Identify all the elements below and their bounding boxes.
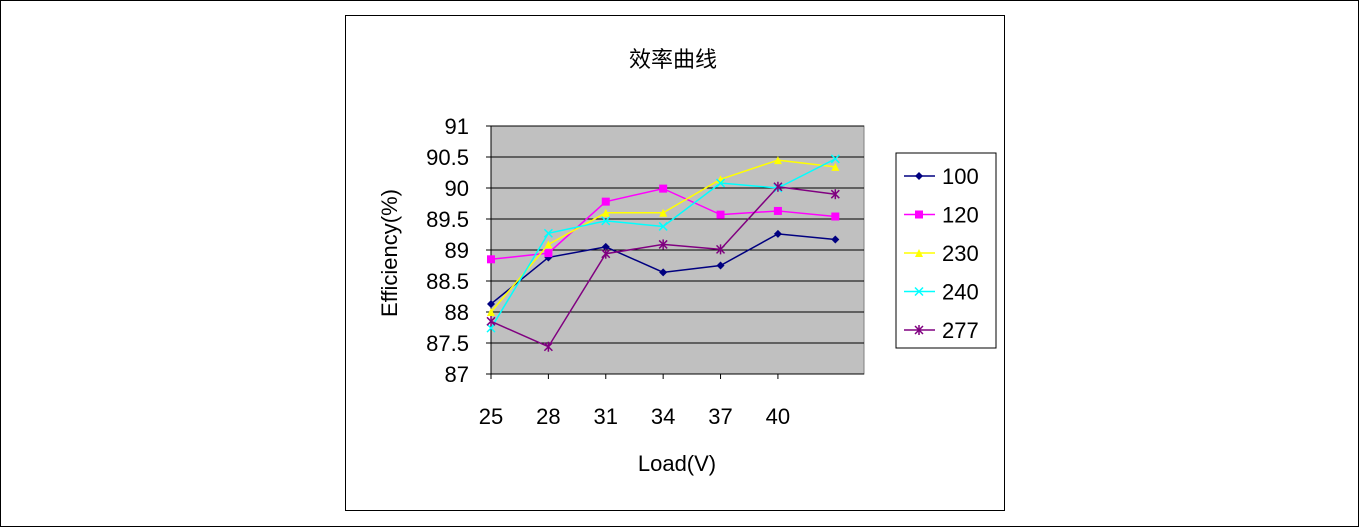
data-point bbox=[716, 178, 726, 188]
data-point bbox=[601, 248, 611, 259]
legend-label: 230 bbox=[942, 241, 979, 266]
y-tick-label: 88 bbox=[445, 300, 469, 325]
legend-marker bbox=[914, 286, 924, 297]
data-point bbox=[658, 221, 668, 231]
legend-label: 277 bbox=[942, 318, 979, 343]
legend: 100 120 230 240 277 bbox=[895, 152, 997, 349]
y-axis-label: Efficiency(%) bbox=[377, 189, 402, 317]
y-tick-label: 88.5 bbox=[426, 269, 469, 294]
series-100 bbox=[487, 229, 840, 308]
x-axis-label: Load(V) bbox=[638, 451, 716, 476]
y-tick-label: 89.5 bbox=[426, 207, 469, 232]
legend-item-100: 100 bbox=[904, 164, 979, 189]
data-point bbox=[486, 323, 496, 333]
data-point bbox=[487, 308, 495, 316]
data-point bbox=[773, 206, 782, 215]
data-point bbox=[544, 249, 553, 258]
data-point bbox=[659, 268, 668, 277]
x-tick-label: 28 bbox=[536, 404, 560, 429]
data-point bbox=[487, 255, 495, 264]
x-tick-label: 34 bbox=[651, 404, 675, 429]
data-point bbox=[831, 212, 840, 221]
data-point bbox=[543, 228, 553, 238]
data-point bbox=[601, 208, 610, 217]
series-277 bbox=[486, 181, 840, 352]
y-tick-label: 89 bbox=[445, 238, 469, 263]
legend-item-240: 240 bbox=[904, 280, 979, 305]
data-point bbox=[486, 316, 496, 327]
x-axis-ticks: 25 28 31 34 37 40 bbox=[479, 373, 864, 429]
y-tick-label: 91 bbox=[445, 114, 469, 139]
data-point bbox=[544, 240, 553, 249]
data-point bbox=[830, 154, 840, 164]
x-tick-label: 25 bbox=[479, 404, 503, 429]
data-point bbox=[659, 184, 668, 193]
series-120 bbox=[487, 184, 840, 264]
data-point bbox=[601, 216, 611, 226]
data-point bbox=[659, 208, 668, 217]
legend-box bbox=[895, 152, 997, 349]
series-group bbox=[486, 154, 840, 352]
data-point bbox=[716, 261, 725, 270]
legend-label: 240 bbox=[942, 280, 979, 305]
data-point bbox=[773, 156, 782, 165]
y-axis-ticks: 91 90.5 90 89.5 89 88.5 88 87.5 87 bbox=[426, 114, 492, 387]
x-tick-label: 40 bbox=[766, 404, 790, 429]
x-tick-label: 37 bbox=[708, 404, 732, 429]
legend-item-230: 230 bbox=[904, 241, 979, 266]
data-point bbox=[658, 239, 668, 250]
legend-marker bbox=[914, 325, 924, 335]
data-point bbox=[543, 341, 553, 352]
data-point bbox=[831, 235, 840, 244]
y-tick-label: 87.5 bbox=[426, 331, 469, 356]
legend-item-277: 277 bbox=[904, 318, 979, 343]
y-tick-label: 90 bbox=[445, 176, 469, 201]
data-point bbox=[716, 210, 725, 219]
data-point bbox=[601, 242, 610, 251]
y-tick-label: 90.5 bbox=[426, 145, 469, 170]
legend-marker bbox=[915, 172, 923, 180]
legend-marker bbox=[915, 249, 923, 257]
data-point bbox=[601, 197, 610, 206]
legend-marker bbox=[915, 210, 923, 219]
x-tick-label: 31 bbox=[594, 404, 618, 429]
data-point bbox=[487, 299, 495, 308]
y-tick-label: 87 bbox=[445, 362, 469, 387]
data-point bbox=[773, 181, 783, 192]
chart-title: 效率曲线 bbox=[629, 48, 717, 73]
data-point bbox=[830, 189, 840, 200]
data-point bbox=[773, 229, 782, 238]
legend-label: 100 bbox=[942, 164, 979, 189]
legend-label: 120 bbox=[942, 203, 979, 228]
data-point bbox=[716, 244, 726, 255]
legend-item-120: 120 bbox=[904, 203, 979, 228]
data-point bbox=[831, 162, 840, 171]
